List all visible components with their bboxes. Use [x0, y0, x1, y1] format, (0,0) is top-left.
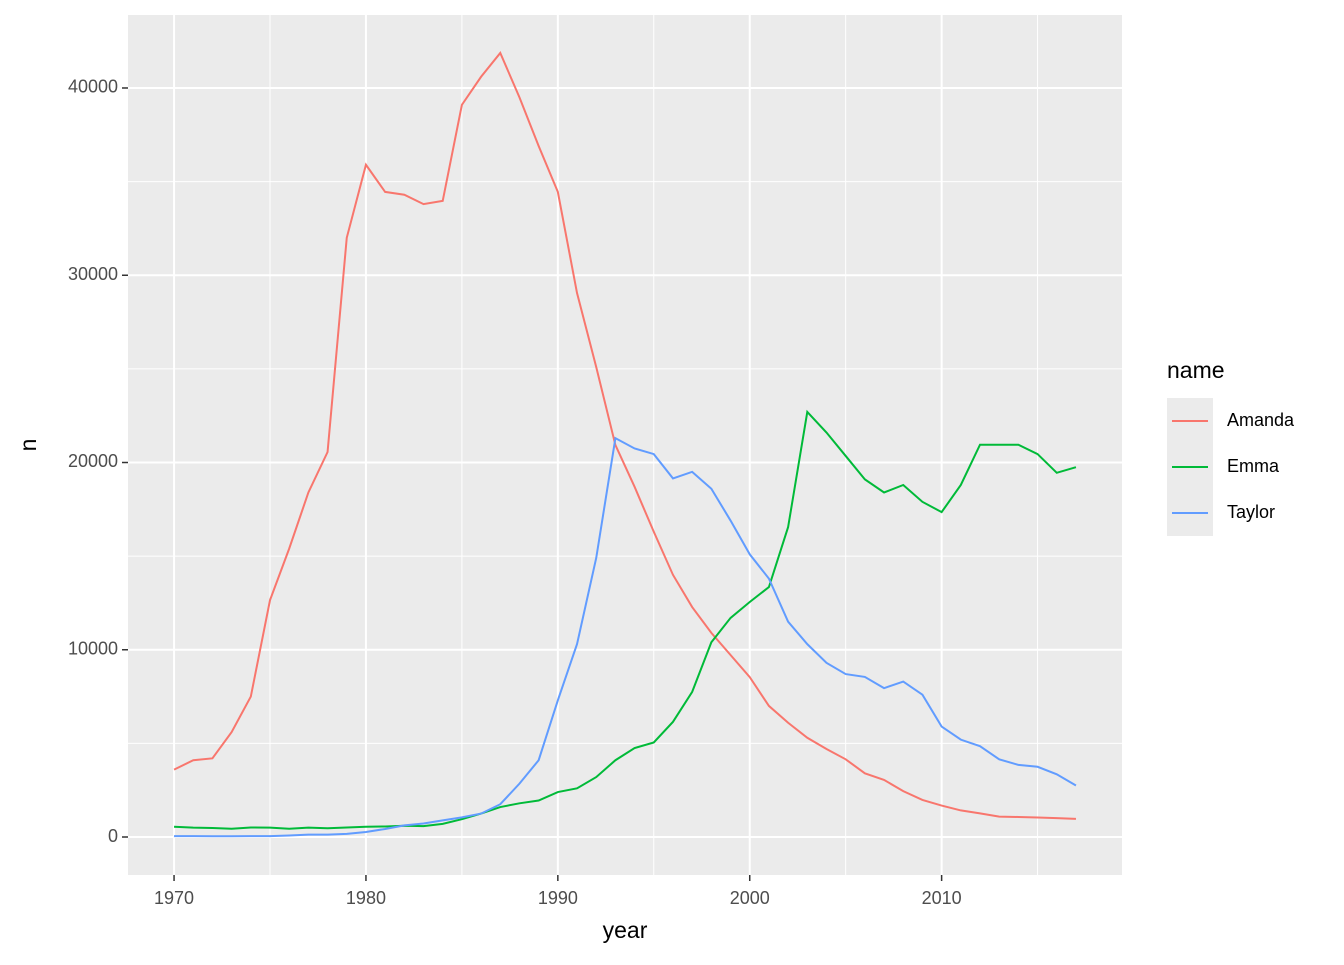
line [174, 436, 1077, 838]
legend-label: Amanda [1227, 410, 1295, 430]
x-tick-label: 2000 [730, 888, 770, 908]
x-axis-title: year [603, 917, 648, 943]
y-tick-label: 0 [108, 826, 118, 846]
line [174, 409, 1077, 830]
y-tick-label: 40000 [68, 77, 118, 97]
y-tick-label: 30000 [68, 264, 118, 284]
x-tick-label: 1970 [154, 888, 194, 908]
x-tick-label: 1980 [346, 888, 386, 908]
panel [128, 15, 1122, 875]
x-tick-label: 1990 [538, 888, 578, 908]
y-tick-label: 20000 [68, 451, 118, 471]
y-tick-label: 10000 [68, 639, 118, 659]
y-axis-title: n [15, 439, 41, 452]
legend-title: name [1167, 357, 1225, 383]
x-tick-label: 2010 [922, 888, 962, 908]
legend-label: Emma [1227, 456, 1280, 476]
line [173, 51, 1076, 820]
legend-label: Taylor [1227, 502, 1275, 522]
